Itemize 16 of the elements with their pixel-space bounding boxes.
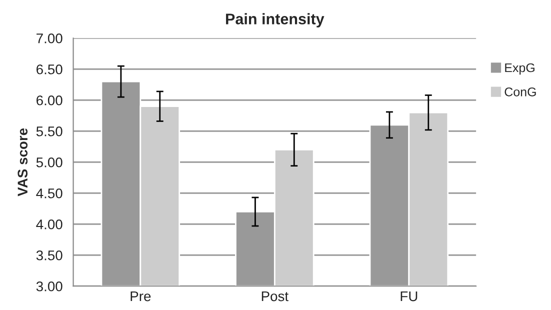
y-tick-label: 3.50 bbox=[36, 250, 62, 260]
y-tick-label: 3.00 bbox=[36, 281, 62, 292]
y-axis-title: VAS score bbox=[18, 128, 28, 196]
x-tick-label: FU bbox=[400, 292, 418, 302]
y-tick-label: 5.00 bbox=[36, 157, 62, 168]
y-tick-label: 6.50 bbox=[36, 64, 62, 74]
y-tick-label: 7.00 bbox=[36, 33, 62, 44]
x-tick-label: Pre bbox=[130, 292, 151, 302]
y-tick-label: 6.00 bbox=[36, 95, 62, 106]
y-tick-label: 4.50 bbox=[36, 188, 62, 198]
y-tick-label: 5.50 bbox=[36, 126, 62, 136]
legend-label: ConG bbox=[504, 87, 536, 96]
legend-label: ExpG bbox=[505, 63, 534, 75]
y-tick-label: 4.00 bbox=[36, 219, 62, 230]
x-tick-label: Post bbox=[262, 292, 288, 302]
chart-title: Pain intensity bbox=[226, 13, 324, 28]
